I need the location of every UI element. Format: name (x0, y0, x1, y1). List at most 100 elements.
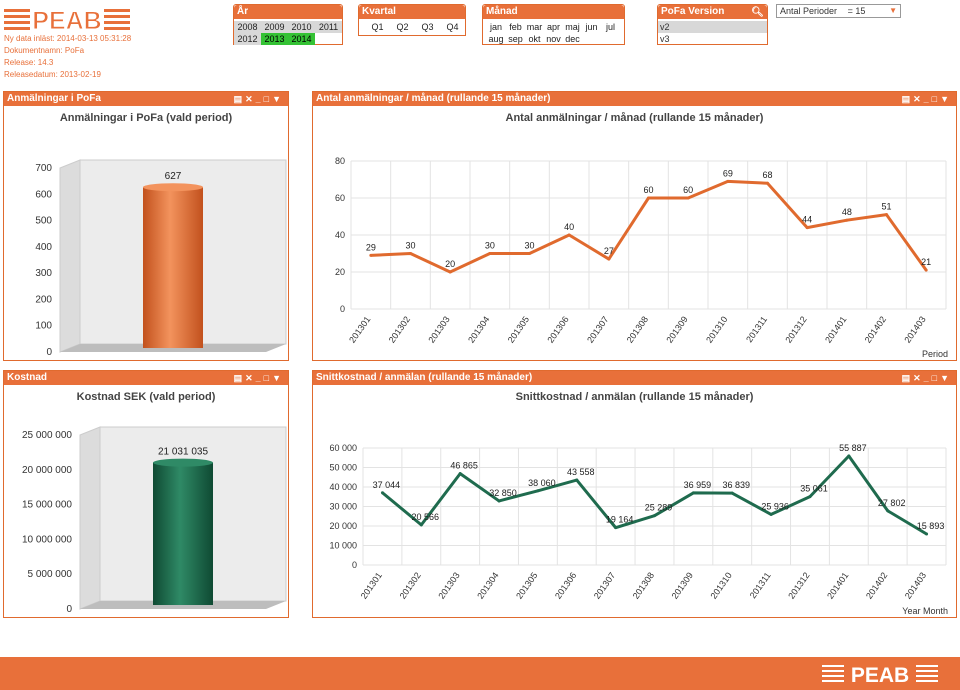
x-tick-label: 201303 (426, 314, 451, 344)
periods-dropdown[interactable]: Antal Perioder = 15 ▼ (776, 4, 901, 18)
chart-title: Snittkostnad / anmälan (rullande 15 måna… (515, 391, 754, 403)
x-tick-label: 201308 (625, 314, 650, 344)
chart-title: Kostnad SEK (vald period) (76, 391, 216, 403)
data-point (808, 495, 812, 499)
month-feb[interactable]: feb (509, 22, 522, 32)
data-label: 60 (683, 185, 693, 195)
panel-toolbar-icons[interactable]: ▤✕_□▼ (901, 94, 952, 104)
x-tick-label: 201305 (514, 570, 539, 600)
x-tick-label: 201306 (545, 314, 570, 344)
y-tick-label: 500 (35, 216, 52, 227)
month-mar[interactable]: mar (526, 22, 543, 32)
footer-peab-logo: PEAB (822, 664, 938, 684)
bar (153, 462, 213, 605)
data-point (380, 491, 384, 495)
month-jan[interactable]: jan (489, 22, 502, 32)
chart-kostnad: 0 5 000 000 10 000 000 15 000 000 20 000 000… (22, 426, 287, 615)
data-point (769, 512, 773, 516)
y-tick-label: 0 (46, 347, 52, 358)
version-listbox: PoFa Version 🔍︎ v2 v3 (657, 4, 768, 45)
year-2010[interactable]: 2010 (288, 21, 315, 33)
data-label: 627 (165, 171, 182, 182)
quarter-q4[interactable]: Q4 (446, 22, 459, 32)
data-point (726, 179, 730, 183)
panel-antal-anmalningar: Antal anmälningar / månad (rullande 15 m… (312, 91, 957, 361)
panel-toolbar-icons[interactable]: ▤✕_□▼ (233, 94, 284, 104)
year-listbox: År 2008 2009 2010 2011 2012 2013 2014 (233, 4, 343, 45)
data-label: 48 (842, 207, 852, 217)
footer-logo-text: PEAB (851, 664, 909, 684)
y-tick-label: 300 (35, 268, 52, 279)
month-nov[interactable]: nov (546, 34, 561, 44)
year-2008[interactable]: 2008 (234, 21, 261, 33)
data-point (845, 218, 849, 222)
data-label: 69 (723, 168, 733, 178)
peab-logo: PEAB (4, 7, 130, 32)
meta-release: Release: 14.3 (4, 58, 54, 67)
version-v2[interactable]: v2 (658, 21, 767, 33)
x-tick-label: 201402 (863, 314, 888, 344)
version-listbox-title: PoFa Version 🔍︎ (658, 5, 767, 19)
quarter-q1[interactable]: Q1 (371, 22, 384, 32)
data-point (409, 252, 412, 255)
quarter-q2[interactable]: Q2 (396, 22, 409, 32)
panel-antal-caption: Antal anmälningar / månad (rullande 15 m… (313, 92, 956, 106)
year-2009[interactable]: 2009 (261, 21, 288, 33)
chart-anmalningar: 0 100 200 300 400 500 600 700 627 (35, 159, 287, 358)
x-tick-label: 201401 (823, 314, 848, 344)
month-okt[interactable]: okt (528, 34, 541, 44)
x-tick-label: 201403 (903, 570, 928, 600)
data-label: 46 865 (450, 461, 478, 471)
month-jun[interactable]: jun (585, 22, 598, 32)
x-tick-label: 201303 (436, 570, 461, 600)
y-tick-label: 20 000 (329, 521, 357, 531)
x-tick-label: 201307 (585, 314, 610, 344)
data-label: 60 (643, 185, 653, 195)
y-tick-label: 600 (35, 189, 52, 200)
panel-toolbar-icons[interactable]: ▤✕_□▼ (233, 373, 284, 383)
year-2011[interactable]: 2011 (315, 21, 342, 33)
data-label: 20 (445, 259, 455, 269)
x-tick-label: 201301 (347, 314, 372, 344)
version-v3[interactable]: v3 (660, 34, 670, 44)
quarter-q3[interactable]: Q3 (421, 22, 434, 32)
year-2012[interactable]: 2012 (234, 33, 261, 45)
x-tick-label: 201310 (704, 314, 729, 344)
data-point (607, 257, 611, 261)
month-sep[interactable]: sep (508, 34, 523, 44)
y-tick-label: 0 (340, 304, 345, 314)
year-2014[interactable]: 2014 (288, 33, 315, 45)
panel-snitt-caption: Snittkostnad / anmälan (rullande 15 måna… (313, 371, 956, 385)
x-tick-label: 201301 (359, 570, 384, 600)
data-point (730, 491, 734, 495)
y-tick-label: 80 (335, 156, 345, 166)
bar-top (153, 458, 213, 467)
chart-side-wall (59, 159, 81, 353)
search-icon[interactable]: 🔍︎ (751, 7, 764, 18)
data-label: 37 044 (373, 480, 401, 490)
y-tick-label: 400 (35, 242, 52, 253)
panel-kostnad: Kostnad ▤✕_□▼ Kostnad SEK (vald period) … (3, 370, 289, 618)
data-point (567, 233, 571, 237)
periods-value: = 15 (847, 6, 866, 16)
meta-docname: Dokumentnamn: PoFa (4, 46, 85, 55)
chart-side-wall (79, 426, 101, 610)
data-label: 68 (762, 170, 772, 180)
month-aug[interactable]: aug (488, 34, 504, 44)
panel-caption-text: Anmälningar i PoFa (7, 93, 101, 104)
y-tick-label: 10 000 000 (22, 534, 72, 545)
panel-caption-text: Antal anmälningar / månad (rullande 15 m… (316, 93, 551, 104)
data-label: 38 060 (528, 478, 556, 488)
chevron-down-icon: ▼ (889, 6, 897, 15)
month-jul[interactable]: jul (605, 22, 615, 32)
month-maj[interactable]: maj (565, 22, 580, 32)
data-label: 36 839 (722, 480, 750, 490)
month-apr[interactable]: apr (546, 22, 560, 32)
month-listbox-title: Månad (483, 5, 624, 19)
data-point (925, 532, 929, 536)
month-dec[interactable]: dec (565, 34, 580, 44)
panel-toolbar-icons[interactable]: ▤✕_□▼ (901, 373, 952, 383)
year-2013[interactable]: 2013 (261, 33, 288, 45)
y-tick-label: 30 000 (329, 502, 357, 512)
month-listbox: Månad jan feb mar apr maj jun jul aug se… (482, 4, 625, 45)
